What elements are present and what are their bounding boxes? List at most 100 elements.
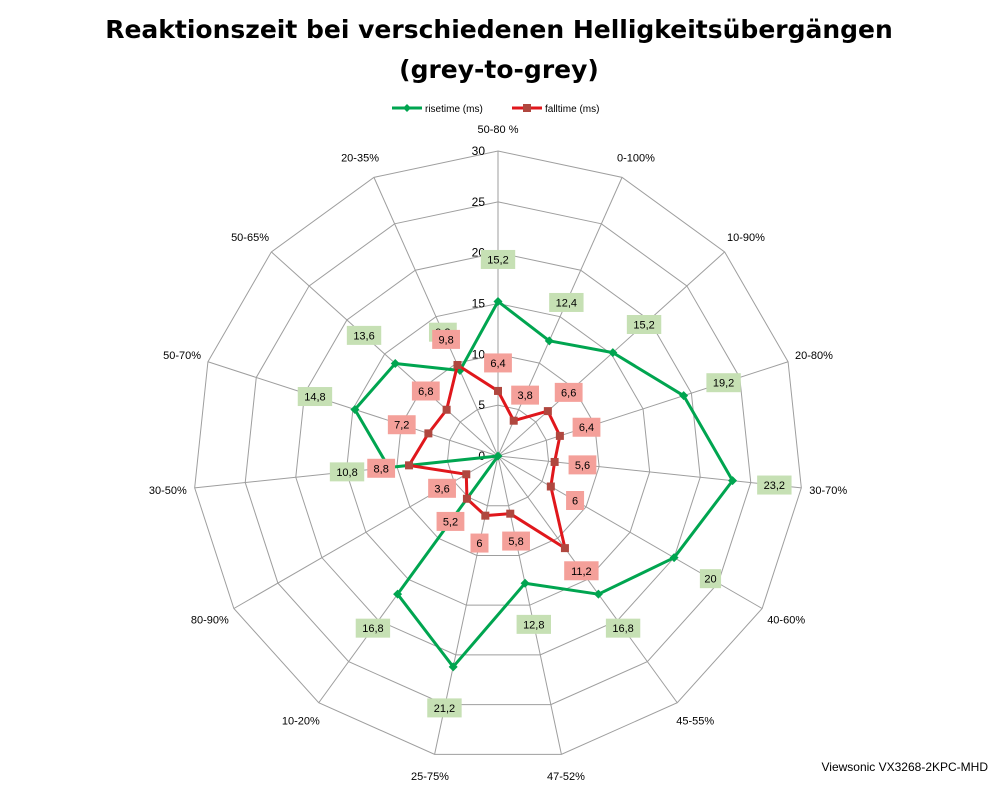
value-labels-risetime: 15,2 12,4 15,2 19,2 23,2 20 16,8 12,8 21,2 16,8 10… (297, 249, 792, 718)
value-labels-falltime: 6,4 3,8 6,6 6,4 5,6 6 11,2 5,8 6 5,2 3,6 8,8 7,2 6,8 9… (367, 329, 601, 581)
category-label: 30-70% (809, 485, 847, 497)
grid-spoke (497, 455, 802, 489)
category-label: 40-60% (767, 615, 805, 627)
value-label-box (566, 491, 585, 510)
legend-label: risetime (ms) (425, 104, 483, 115)
data-point-marker (544, 336, 554, 346)
chart-title-line: Reaktionszeit bei verschiedenen Helligke… (105, 15, 893, 44)
value-label: 7,2 (394, 420, 409, 432)
value-label-box (706, 373, 741, 393)
data-point-marker (393, 589, 403, 599)
category-label: 25-75% (411, 771, 449, 783)
series-falltime (405, 360, 569, 553)
value-label: 20 (704, 574, 716, 586)
value-label: 3,8 (517, 390, 532, 402)
grid-spoke (271, 251, 499, 457)
value-label-box (427, 698, 462, 718)
data-point-marker (679, 391, 689, 401)
legend-swatch-marker (523, 104, 531, 112)
category-label: 50-70% (163, 350, 201, 362)
value-label: 6,4 (579, 422, 594, 434)
data-point-marker (506, 509, 515, 518)
value-label-box (297, 387, 333, 407)
value-label: 13,6 (353, 330, 374, 342)
chart-subtitle-line: (grey-to-grey) (399, 55, 599, 84)
value-label: 15,2 (487, 254, 508, 266)
value-label: 6,8 (418, 386, 433, 398)
data-point-marker (520, 578, 530, 588)
category-labels: 50-80 % 0-100% 10-90% 20-80% 30-70% 40-60% 45-… (149, 124, 847, 783)
value-label-box (502, 531, 530, 551)
grid-ring (194, 150, 802, 755)
grid-spoke (497, 361, 789, 457)
value-label: 12,8 (523, 619, 544, 631)
category-label: 50-65% (231, 232, 269, 244)
value-label: 3,6 (434, 483, 449, 495)
chart-title: Reaktionszeit bei verschiedenen Helligke… (0, 10, 998, 90)
value-label-box (511, 385, 540, 405)
grid-spoke (497, 177, 623, 457)
value-label: 16,8 (612, 623, 633, 635)
value-label: 5,2 (443, 516, 458, 528)
data-point-marker (481, 511, 490, 520)
data-point-marker (608, 348, 618, 358)
value-label-box (480, 249, 516, 269)
value-label: 19,2 (713, 378, 734, 390)
value-label-box (432, 329, 460, 349)
value-label-box (367, 458, 396, 478)
legend-label: falltime (ms) (545, 104, 599, 115)
category-label: 0-100% (617, 152, 655, 164)
value-label-box (387, 415, 416, 435)
series-line (407, 363, 567, 550)
value-label-box (436, 511, 465, 531)
value-label-box (516, 614, 551, 634)
grid-spoke (373, 177, 499, 457)
grid-spoke (497, 455, 562, 755)
value-label: 23,2 (764, 480, 785, 492)
value-label: 5,8 (508, 536, 523, 548)
data-point-marker (390, 358, 400, 368)
data-point-marker (494, 386, 502, 395)
grid-ring (446, 404, 550, 507)
value-label: 14,8 (304, 392, 325, 404)
value-label: 6,6 (561, 387, 576, 399)
legend: risetime (ms) falltime (ms) (392, 104, 599, 115)
value-label-box (605, 618, 641, 638)
radial-tick-label: 30 (472, 144, 486, 158)
data-point-marker (669, 553, 679, 563)
data-point-marker (462, 494, 471, 503)
grid-ring (345, 302, 651, 606)
category-label: 50-80 % (478, 124, 519, 136)
data-point-marker (405, 461, 414, 470)
value-label: 9,8 (438, 334, 453, 346)
data-point-marker (350, 405, 360, 415)
category-label: 47-52% (547, 771, 585, 783)
data-point-marker (560, 544, 569, 553)
value-label-box (346, 325, 382, 345)
value-label: 5,6 (575, 460, 590, 472)
value-label: 16,8 (362, 623, 383, 635)
value-label: 10,8 (336, 467, 357, 479)
category-label: 30-50% (149, 485, 187, 497)
data-point-marker (546, 482, 555, 491)
value-label-box (564, 561, 599, 581)
data-point-marker (453, 360, 462, 369)
value-label-box (757, 475, 792, 495)
value-label: 21,2 (434, 703, 455, 715)
grid-spoke (233, 455, 499, 609)
data-point-marker (543, 407, 552, 416)
data-point-marker (493, 451, 503, 461)
legend-swatch-marker (403, 104, 411, 112)
grid-ring (295, 252, 701, 656)
value-label-box (484, 353, 512, 373)
value-label-box (411, 381, 440, 401)
value-label: 6 (572, 496, 578, 508)
data-point-marker (424, 429, 433, 438)
value-label-box (355, 618, 391, 638)
data-point-marker (493, 296, 503, 306)
monitor-model-label: Viewsonic VX3268-2KPC-MHD (821, 760, 988, 774)
value-label-box (428, 478, 456, 498)
radial-tick-label: 5 (478, 398, 485, 412)
